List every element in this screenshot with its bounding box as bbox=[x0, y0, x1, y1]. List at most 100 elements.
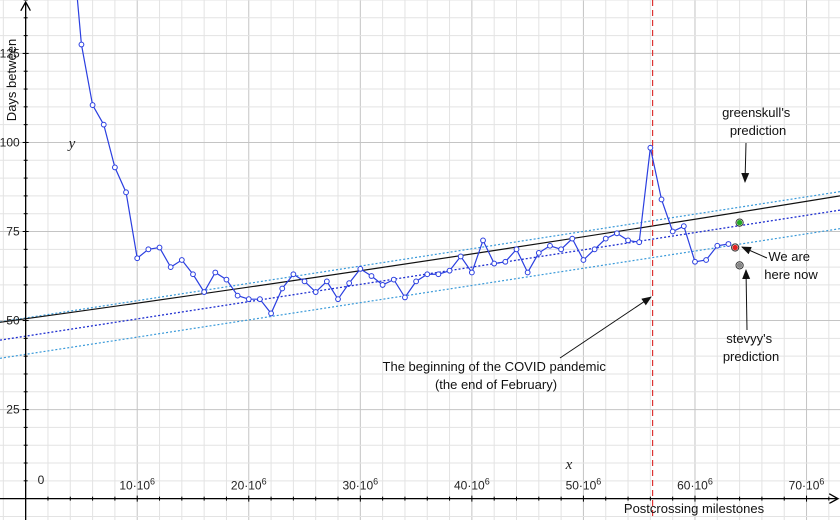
data-point bbox=[625, 237, 631, 244]
data-point bbox=[647, 144, 654, 151]
data-point bbox=[714, 242, 721, 249]
stevyy-annotation: stevyy's prediction bbox=[723, 331, 779, 364]
x-tick-label: 70·106 bbox=[789, 477, 825, 493]
data-point bbox=[513, 246, 520, 253]
greenskull-annotation-arrow bbox=[741, 142, 750, 183]
data-point bbox=[346, 280, 353, 287]
trend-line bbox=[0, 195, 840, 323]
data-point bbox=[312, 289, 319, 295]
stevyy-s-prediction-point bbox=[736, 262, 743, 269]
data-point bbox=[613, 230, 620, 237]
data-point bbox=[491, 260, 498, 267]
data-point bbox=[569, 235, 576, 242]
data-point bbox=[692, 258, 698, 265]
data-point bbox=[703, 257, 710, 263]
data-point bbox=[368, 273, 375, 279]
trend-curve bbox=[0, 195, 840, 323]
annotations: The beginning of the COVID pandemic (the… bbox=[383, 105, 819, 392]
greenskull-annotation: greenskull's prediction bbox=[722, 105, 794, 138]
data-point bbox=[134, 255, 141, 262]
data-point bbox=[636, 239, 643, 246]
data-point bbox=[468, 269, 475, 276]
data-point bbox=[190, 271, 196, 278]
data-point bbox=[178, 257, 185, 263]
data-point bbox=[379, 282, 386, 288]
data-point bbox=[502, 258, 509, 265]
x-axis-title: Postcrossing milestones bbox=[624, 501, 765, 516]
here-annotation-arrow bbox=[741, 246, 768, 259]
stevyy-annotation-arrow bbox=[742, 269, 751, 331]
data-point bbox=[580, 257, 587, 263]
current-point bbox=[732, 244, 738, 251]
data-point bbox=[413, 278, 419, 285]
data-point bbox=[335, 296, 341, 303]
data-point bbox=[323, 278, 330, 285]
y-axis-title: Days between bbox=[4, 39, 19, 121]
y-tick-label: 25 bbox=[6, 403, 20, 417]
here-annotation: We are here now bbox=[764, 249, 818, 282]
y-tick-label: 50 bbox=[6, 314, 20, 328]
data-point bbox=[390, 276, 397, 283]
x-variable-label: x bbox=[565, 457, 573, 473]
band-center-line bbox=[0, 209, 840, 341]
data-point bbox=[658, 196, 665, 203]
origin-label: 0 bbox=[38, 473, 45, 487]
data-point bbox=[357, 266, 364, 272]
data-point bbox=[245, 296, 252, 303]
data-point bbox=[547, 242, 553, 249]
data-point bbox=[457, 253, 464, 260]
data-point bbox=[446, 267, 453, 274]
data-point bbox=[112, 164, 118, 171]
x-tick-label: 20·106 bbox=[231, 477, 267, 493]
x-tick-label: 60·106 bbox=[677, 477, 713, 493]
data-point bbox=[301, 278, 308, 285]
band-upper-line bbox=[0, 191, 840, 323]
data-point bbox=[100, 121, 107, 128]
y-tick-label: 100 bbox=[0, 135, 20, 149]
y-tick-label: 125 bbox=[0, 46, 20, 60]
greenskull-s-prediction-point bbox=[736, 219, 743, 226]
data-point bbox=[725, 241, 732, 247]
data-point bbox=[535, 249, 542, 256]
data-point bbox=[223, 276, 230, 283]
data-point bbox=[602, 235, 609, 242]
prediction-band bbox=[0, 191, 840, 359]
covid-annotation: The beginning of the COVID pandemic (the… bbox=[383, 359, 610, 392]
series-line bbox=[76, 0, 729, 315]
data-point bbox=[156, 244, 163, 251]
band-lower-line bbox=[0, 228, 840, 359]
x-tick-label: 30·106 bbox=[342, 477, 378, 493]
y-tick-label: 75 bbox=[6, 225, 20, 239]
observed-series bbox=[76, 0, 732, 317]
x-tick-label: 50·106 bbox=[566, 477, 602, 493]
data-point bbox=[290, 271, 297, 278]
data-point bbox=[167, 264, 174, 271]
data-point bbox=[145, 246, 152, 253]
data-point bbox=[480, 237, 486, 244]
data-point bbox=[212, 269, 219, 276]
data-point bbox=[558, 246, 565, 253]
data-point bbox=[257, 296, 263, 303]
data-point bbox=[524, 269, 531, 276]
data-point bbox=[201, 289, 208, 295]
data-point bbox=[78, 41, 85, 48]
data-point bbox=[424, 271, 431, 278]
data-point bbox=[234, 292, 241, 299]
data-point bbox=[402, 294, 408, 301]
data-point bbox=[268, 310, 274, 317]
data-point bbox=[89, 102, 96, 108]
x-tick-label: 10·106 bbox=[119, 477, 155, 493]
covid-annotation-arrow bbox=[559, 296, 652, 359]
data-point bbox=[435, 271, 442, 278]
data-point bbox=[591, 246, 598, 253]
data-point bbox=[680, 223, 687, 230]
data-point bbox=[279, 285, 286, 292]
data-point bbox=[669, 228, 676, 235]
data-point bbox=[123, 189, 129, 196]
prediction-markers bbox=[731, 218, 744, 270]
y-variable-label: y bbox=[67, 136, 76, 152]
x-tick-label: 40·106 bbox=[454, 477, 490, 493]
